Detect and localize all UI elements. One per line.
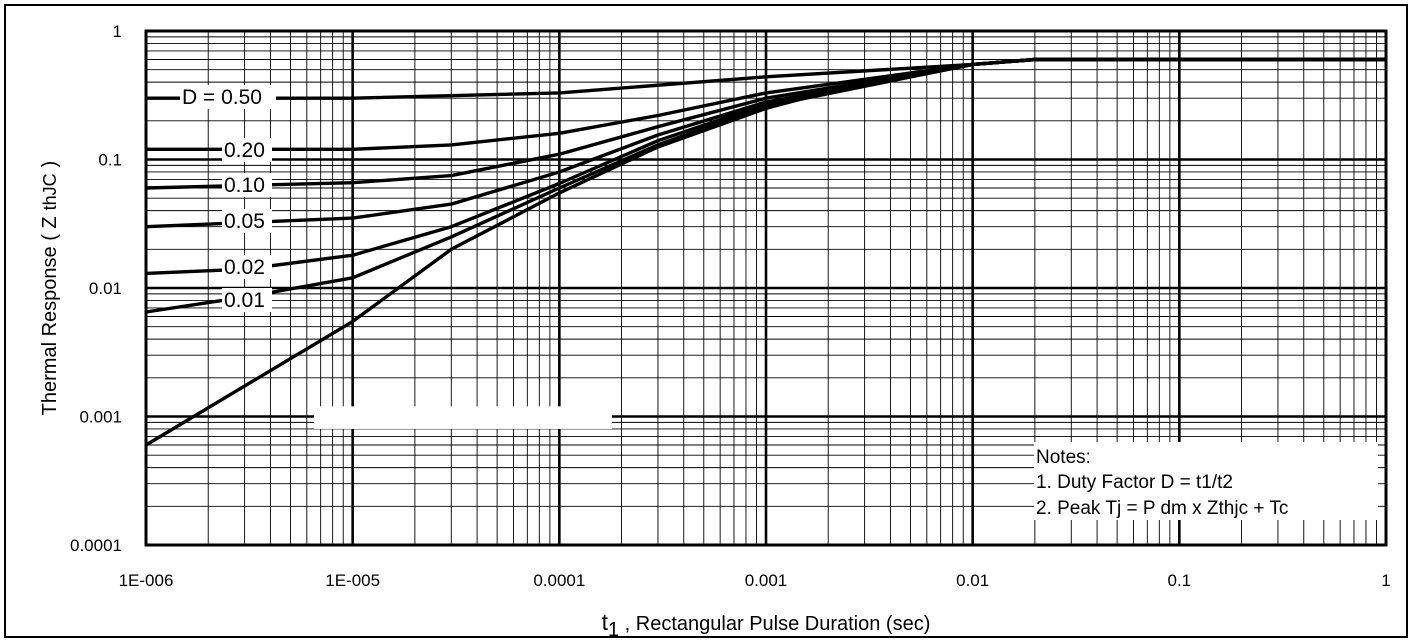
curve-label: 0.05	[224, 210, 265, 233]
y-tick-label: 0.001	[79, 408, 122, 427]
x-axis-label: t1 , Rectangular Pulse Duration (sec)	[602, 609, 931, 641]
x-tick-label: 0.0001	[533, 571, 585, 590]
x-tick-label: 1E-006	[119, 571, 174, 590]
tick-labels: 1E-006 1E-005 0.0001 0.001 0.01 0.1 1 1 0.1 0.01 0…	[70, 22, 1391, 590]
x-tick-label: 0.001	[745, 571, 788, 590]
curve-label-background	[222, 209, 272, 233]
grid-gap	[314, 406, 612, 429]
curve-labels: D = 0.50 0.20 0.10 0.05 0.02 0.01	[180, 85, 276, 312]
curve-label-background	[222, 138, 272, 162]
curve-label: 0.10	[224, 174, 265, 197]
y-tick-label: 0.1	[98, 151, 122, 170]
series-line	[145, 57, 1386, 447]
plot-border	[144, 29, 1388, 547]
curve-label-background	[222, 173, 272, 197]
curve-label-background	[222, 288, 272, 312]
notes-box: Notes: 1. Duty Factor D = t1/t2 2. Peak …	[1034, 442, 1378, 520]
y-tick-label: 0.0001	[70, 536, 122, 555]
curve-label-background	[180, 85, 276, 109]
notes-title: Notes:	[1036, 447, 1091, 468]
x-tick-label: 1E-005	[325, 571, 380, 590]
y-tick-label: 1	[113, 22, 122, 41]
y-axis-label: Thermal Response ( ZthJC)	[39, 161, 61, 416]
x-tick-label: 0.1	[1168, 571, 1192, 590]
y-tick-label: 0.01	[89, 279, 122, 298]
curve-label-background	[222, 255, 272, 279]
chart-frame	[4, 4, 1408, 638]
curve-label: 0.01	[224, 289, 265, 312]
x-tick-label: 1	[1381, 571, 1390, 590]
curve-label: D = 0.50	[182, 86, 262, 109]
series-group	[145, 57, 1386, 447]
notes-line-1: 1. Duty Factor D = t1/t2	[1036, 472, 1233, 493]
notes-line-2: 2. Peak Tj = P dm x Zthjc + Tc	[1036, 498, 1288, 519]
x-tick-label: 0.01	[956, 571, 989, 590]
curve-label: 0.20	[224, 139, 265, 162]
notes-background	[1034, 442, 1378, 520]
curve-label: 0.02	[224, 256, 265, 279]
